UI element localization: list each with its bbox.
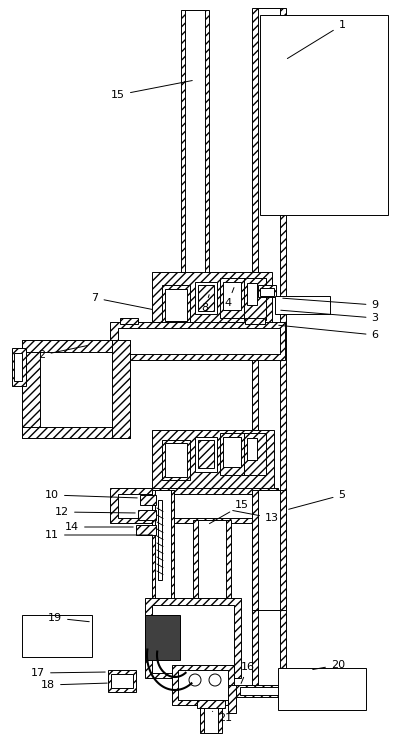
Text: 2: 2 [39,346,87,360]
Text: 10: 10 [45,490,137,500]
Bar [110,488,278,523]
Text: 12: 12 [55,507,135,517]
Bar [220,433,252,475]
Bar [22,340,130,352]
Bar [165,289,187,321]
Bar [165,443,187,477]
Bar [245,318,265,324]
Bar [244,433,266,475]
Bar [120,318,138,324]
Bar [181,10,209,295]
Bar [22,340,130,438]
Text: 1: 1 [287,20,345,58]
Bar [223,437,241,467]
Bar [158,500,162,580]
Bar [136,525,156,535]
Bar [22,615,92,657]
Bar [178,670,228,700]
Bar [252,8,286,688]
Bar [22,340,40,438]
Bar [223,282,241,310]
Bar [118,328,280,354]
Bar [198,285,214,311]
Bar [145,598,241,678]
Bar [258,8,280,688]
Text: 21: 21 [213,711,232,723]
Bar [155,490,171,600]
Bar [260,15,388,215]
Text: 9: 9 [283,298,378,310]
Bar [204,708,218,733]
Text: 3: 3 [281,310,378,323]
Bar [145,615,180,660]
Text: 5: 5 [289,490,345,509]
Bar [152,430,274,490]
Bar [198,440,214,468]
Bar [244,278,266,320]
Text: 7: 7 [92,293,152,310]
Bar [162,285,190,323]
Bar [198,520,226,650]
Bar [228,685,236,713]
Bar [247,438,257,460]
Bar [108,670,136,692]
Bar [14,353,22,381]
Bar [258,490,280,610]
Bar [12,348,26,386]
Bar [138,510,156,520]
Text: 11: 11 [45,530,152,540]
Text: 14: 14 [65,522,133,532]
Bar [22,427,130,438]
Bar [278,668,366,710]
Bar [112,340,130,438]
Bar [236,685,291,697]
Text: 16: 16 [241,662,255,683]
Bar [111,674,133,688]
Text: 6: 6 [279,325,378,340]
Bar [110,322,285,360]
Bar [197,700,225,708]
Text: 15: 15 [111,80,192,100]
Bar [247,283,257,305]
Bar [240,687,288,695]
Text: 18: 18 [41,680,107,690]
Bar [162,440,190,480]
Bar [118,494,272,518]
Bar [185,10,205,295]
Bar [220,278,252,318]
Bar [195,282,217,314]
Text: 13: 13 [233,511,279,523]
Bar [200,708,222,733]
Bar [152,605,234,673]
Text: 17: 17 [31,668,105,678]
Text: 8: 8 [202,295,209,313]
Bar [140,495,156,505]
Bar [193,520,231,650]
Bar [260,288,274,296]
Bar [152,490,174,600]
Text: 20: 20 [313,660,345,670]
Text: 19: 19 [48,613,89,623]
Bar [258,285,276,297]
Text: 15: 15 [209,500,249,523]
Bar [195,437,217,472]
Bar [172,665,234,705]
Text: 4: 4 [224,287,234,308]
Bar [252,490,286,610]
Bar [152,272,272,334]
Bar [275,296,330,314]
